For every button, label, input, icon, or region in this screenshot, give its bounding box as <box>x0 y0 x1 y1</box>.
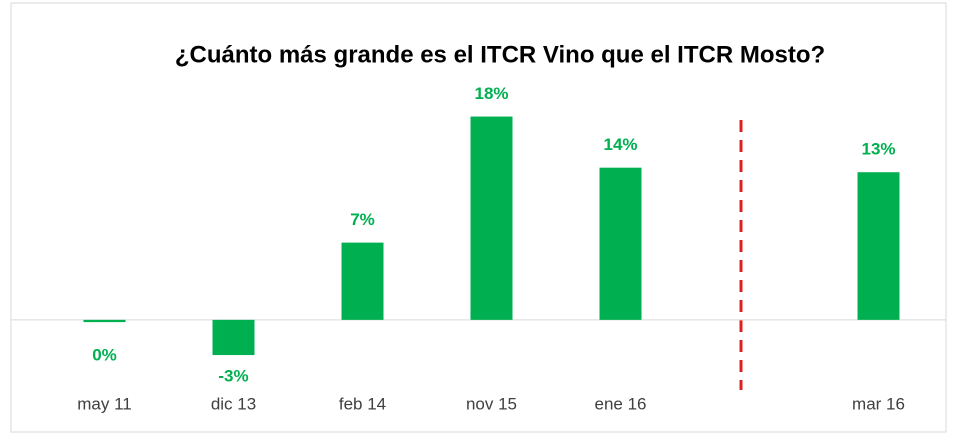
value-label: 18% <box>474 84 508 103</box>
value-label: -3% <box>218 367 248 386</box>
bar <box>470 116 513 320</box>
x-tick-label: nov 15 <box>466 394 517 413</box>
value-label: 0% <box>92 345 117 364</box>
value-label: 13% <box>861 140 895 159</box>
bar <box>341 242 384 320</box>
x-tick-label: may 11 <box>77 394 132 413</box>
x-tick-label: ene 16 <box>595 394 647 413</box>
x-tick-label: dic 13 <box>211 394 256 413</box>
x-tick-label: mar 16 <box>852 394 905 413</box>
value-label: 7% <box>350 210 375 229</box>
chart-title: ¿Cuánto más grande es el ITCR Vino que e… <box>175 41 825 68</box>
x-tick-label: feb 14 <box>339 394 386 413</box>
bar <box>212 319 255 356</box>
bar <box>599 167 642 320</box>
bar <box>83 319 126 323</box>
value-label: 14% <box>603 135 637 154</box>
bar <box>857 172 900 320</box>
